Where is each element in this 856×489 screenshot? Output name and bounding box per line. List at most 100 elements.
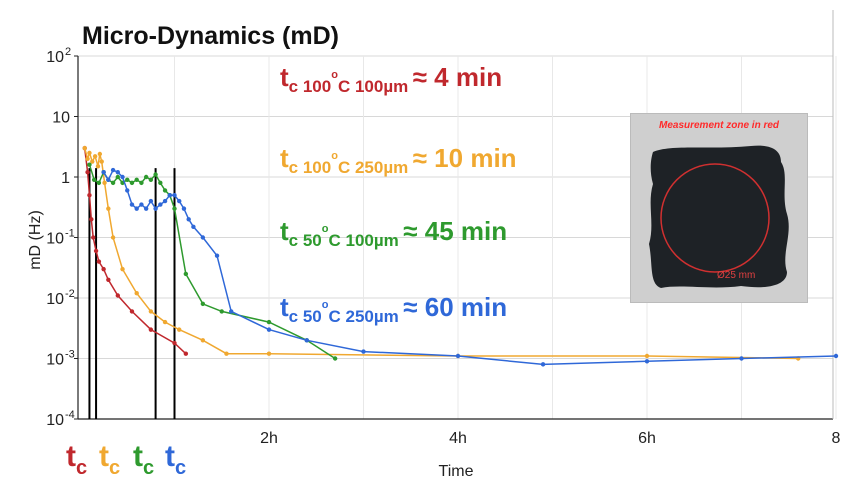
data-point	[162, 198, 168, 204]
y-axis-label: mD (Hz)	[27, 210, 44, 270]
annotation-1: tc 100oC 250µm ≈ 10 min	[280, 143, 517, 178]
data-point	[129, 180, 135, 186]
data-point	[200, 235, 206, 240]
data-point	[219, 309, 224, 314]
tc-label-1-t: t	[99, 440, 109, 473]
annotation-0-sub2: C 100µm	[337, 77, 409, 96]
data-point	[148, 309, 154, 314]
data-point	[91, 177, 97, 182]
y-tick-label: 10	[46, 291, 64, 308]
y-tick-label: 10	[46, 412, 64, 429]
data-point	[540, 362, 546, 367]
tc-label-3-t: t	[165, 440, 175, 473]
data-point	[89, 217, 94, 222]
data-point	[96, 259, 102, 264]
data-point	[200, 301, 206, 307]
tc-label-1: tc	[99, 440, 120, 480]
data-point	[153, 172, 158, 177]
data-point	[101, 266, 106, 272]
annotation-2-val: ≈ 45 min	[403, 216, 508, 246]
data-point	[97, 151, 103, 157]
tc-label-2-sub: c	[143, 457, 155, 479]
data-point	[266, 327, 272, 332]
data-point	[120, 266, 125, 272]
data-point	[224, 351, 229, 356]
data-point	[139, 202, 144, 207]
annotation-3-sub2: C 250µm	[328, 307, 399, 326]
data-point	[229, 309, 234, 314]
data-point	[99, 159, 104, 164]
annotation-1-t: t	[280, 143, 289, 173]
data-point	[148, 327, 154, 332]
data-point	[183, 351, 189, 356]
tc-label-3: tc	[165, 440, 186, 480]
data-point	[102, 180, 107, 186]
data-point	[129, 202, 135, 207]
series-line	[88, 164, 336, 360]
data-point	[172, 206, 177, 211]
annotation-2: tc 50oC 100µm ≈ 45 min	[280, 216, 507, 251]
data-point	[129, 309, 135, 314]
data-point	[177, 327, 182, 332]
annotation-1-val: ≈ 10 min	[412, 143, 517, 173]
annotation-0-sub: c 100	[288, 77, 332, 96]
data-point	[148, 177, 154, 182]
annotation-2-sub2: C 100µm	[328, 231, 399, 250]
data-point	[361, 349, 366, 354]
annotation-2-sup: o	[321, 223, 329, 235]
data-point	[110, 180, 116, 186]
y-tick-label: 1	[61, 170, 70, 187]
data-point	[332, 356, 338, 361]
data-point	[96, 180, 102, 186]
data-point	[92, 154, 98, 159]
tc-label-0-sub: c	[76, 457, 88, 479]
data-point	[87, 193, 92, 198]
data-point	[177, 198, 182, 204]
data-point	[172, 193, 177, 198]
data-point	[125, 188, 130, 193]
tc-label-0-t: t	[66, 440, 76, 473]
data-point	[153, 206, 158, 211]
y-tick-label: 10	[46, 231, 64, 248]
data-point	[90, 159, 95, 164]
series-line	[83, 147, 799, 360]
annotation-0-val: ≈ 4 min	[412, 62, 503, 92]
annotation-2-t: t	[280, 216, 289, 246]
data-point	[266, 351, 272, 356]
data-point	[186, 217, 191, 222]
data-point	[162, 188, 168, 193]
data-point	[148, 198, 154, 204]
y-tick-exponent: -1	[65, 228, 75, 240]
data-point	[139, 180, 144, 186]
data-point	[304, 338, 309, 343]
sample-image	[649, 145, 789, 288]
y-tick-exponent: -3	[65, 349, 75, 361]
y-tick-label: 10	[52, 110, 70, 127]
data-point	[134, 206, 139, 211]
data-point	[110, 167, 116, 173]
y-tick-exponent: 2	[65, 46, 71, 58]
data-point	[162, 319, 168, 325]
data-point	[87, 162, 92, 167]
data-point	[644, 359, 650, 364]
data-point	[95, 164, 101, 169]
chart-title: Micro-Dynamics (mD)	[82, 22, 339, 50]
data-point	[91, 235, 96, 240]
data-point	[644, 353, 650, 359]
data-point	[87, 150, 92, 156]
annotation-0-sup: o	[331, 69, 338, 81]
data-point	[82, 145, 87, 151]
annotation-3: tc 50oC 250µm ≈ 60 min	[280, 292, 507, 327]
annotation-2-sub: c 50	[288, 231, 322, 250]
data-point	[739, 356, 744, 361]
data-point	[266, 319, 272, 325]
data-point	[106, 177, 111, 182]
y-tick-label: 10	[46, 352, 64, 369]
data-point	[110, 235, 116, 240]
annotation-3-sup: o	[321, 299, 329, 311]
data-point	[85, 170, 90, 175]
inset-diameter: Ø25 mm	[717, 270, 756, 281]
measurement-zone-inset: Measurement zone in red Ø25 mm	[630, 113, 808, 303]
annotation-1-sub: c 100	[288, 158, 332, 177]
data-point	[143, 206, 149, 211]
